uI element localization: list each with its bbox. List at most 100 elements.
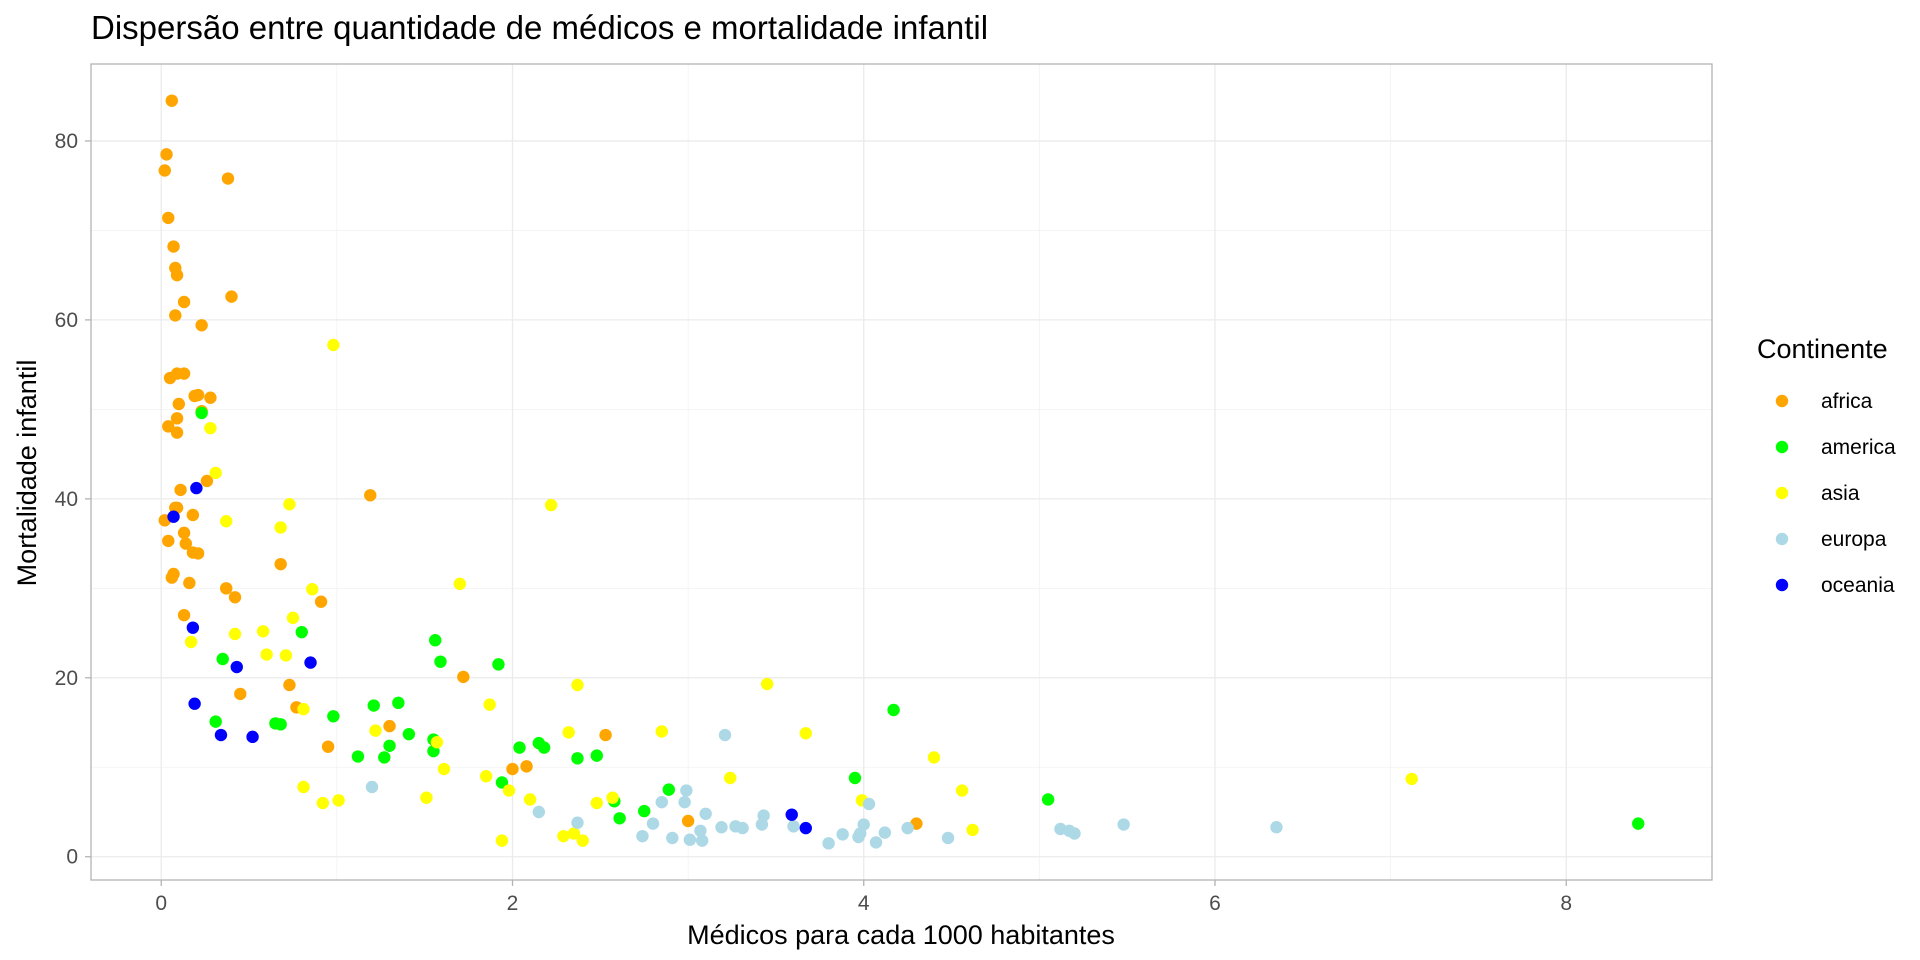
y-axis-title: Mortalidade infantil bbox=[12, 360, 42, 587]
point-africa bbox=[274, 557, 287, 571]
x-tick-label: 4 bbox=[858, 892, 870, 915]
point-africa bbox=[174, 483, 187, 497]
data-points bbox=[158, 94, 1645, 850]
point-asia bbox=[590, 796, 603, 810]
point-africa bbox=[170, 412, 184, 425]
point-africa bbox=[165, 571, 178, 584]
point-oceania bbox=[785, 808, 798, 821]
point-europa bbox=[678, 795, 691, 809]
legend-item-oceania: oceania bbox=[1775, 574, 1895, 597]
point-africa bbox=[506, 762, 519, 776]
legend: Continente africa america asia europa oceani… bbox=[1757, 334, 1896, 597]
point-europa bbox=[941, 831, 955, 845]
point-europa bbox=[718, 728, 732, 742]
point-africa bbox=[167, 240, 180, 253]
point-asia bbox=[955, 784, 969, 797]
point-europa bbox=[646, 817, 660, 830]
point-asia bbox=[760, 677, 774, 691]
series-america bbox=[195, 406, 1645, 830]
point-asia bbox=[453, 577, 467, 591]
point-america bbox=[638, 804, 651, 818]
point-europa bbox=[694, 824, 707, 837]
legend-item-africa: africa bbox=[1775, 390, 1873, 413]
point-europa bbox=[736, 821, 749, 835]
point-america bbox=[195, 406, 208, 420]
point-africa bbox=[364, 489, 377, 502]
point-asia bbox=[260, 648, 273, 661]
point-africa bbox=[158, 164, 171, 177]
point-europa bbox=[862, 797, 876, 811]
point-asia bbox=[283, 498, 296, 511]
point-africa bbox=[169, 309, 182, 322]
point-africa bbox=[162, 534, 175, 548]
point-africa bbox=[321, 740, 335, 753]
point-america bbox=[274, 718, 287, 731]
point-asia bbox=[327, 338, 340, 352]
point-europa bbox=[1270, 821, 1283, 834]
point-asia bbox=[297, 780, 310, 794]
point-europa bbox=[901, 821, 914, 835]
point-asia bbox=[220, 515, 233, 528]
point-asia bbox=[286, 611, 300, 625]
point-asia bbox=[799, 727, 812, 740]
point-asia bbox=[544, 498, 558, 512]
point-europa bbox=[857, 818, 870, 831]
point-africa bbox=[457, 670, 470, 684]
point-oceania bbox=[186, 621, 200, 634]
point-asia bbox=[606, 791, 619, 804]
point-oceania bbox=[190, 481, 203, 495]
point-america bbox=[367, 699, 380, 712]
point-europa bbox=[787, 820, 800, 833]
legend-label-america: america bbox=[1821, 436, 1896, 459]
point-africa bbox=[177, 367, 191, 380]
point-asia bbox=[369, 724, 382, 737]
point-america bbox=[537, 741, 551, 754]
point-europa bbox=[836, 828, 849, 841]
grid-lines bbox=[91, 64, 1712, 880]
chart-title: Dispersão entre quantidade de médicos e … bbox=[91, 9, 988, 46]
point-africa bbox=[195, 319, 208, 332]
point-america bbox=[392, 696, 405, 710]
point-africa bbox=[165, 94, 178, 107]
point-africa bbox=[221, 172, 235, 185]
point-asia bbox=[724, 771, 737, 785]
point-africa bbox=[191, 547, 205, 560]
x-tick-label: 8 bbox=[1560, 892, 1572, 915]
point-africa bbox=[170, 268, 184, 282]
point-africa bbox=[162, 420, 175, 433]
point-africa bbox=[228, 591, 242, 604]
point-asia bbox=[430, 736, 444, 749]
point-europa bbox=[365, 780, 379, 794]
point-europa bbox=[1117, 818, 1130, 831]
legend-key-oceania bbox=[1775, 578, 1789, 592]
point-asia bbox=[483, 698, 496, 711]
legend-label-oceania: oceania bbox=[1821, 574, 1895, 597]
series-europa bbox=[365, 728, 1283, 850]
point-asia bbox=[495, 834, 509, 847]
point-asia bbox=[1405, 772, 1418, 786]
point-america bbox=[495, 776, 509, 789]
point-europa bbox=[636, 829, 649, 843]
point-america bbox=[590, 749, 603, 762]
point-america bbox=[383, 739, 396, 752]
point-africa bbox=[283, 678, 296, 692]
point-asia bbox=[228, 627, 242, 641]
legend-item-europa: europa bbox=[1775, 528, 1887, 551]
point-asia bbox=[316, 796, 330, 810]
point-america bbox=[378, 751, 391, 764]
point-europa bbox=[695, 834, 709, 847]
point-asia bbox=[274, 521, 287, 534]
y-tick-label: 0 bbox=[66, 846, 78, 869]
series-oceania bbox=[167, 481, 812, 835]
point-africa bbox=[225, 290, 238, 303]
point-asia bbox=[420, 791, 433, 804]
point-europa bbox=[715, 821, 728, 834]
y-tick-label: 40 bbox=[55, 488, 78, 511]
point-europa bbox=[666, 831, 679, 845]
point-america bbox=[848, 771, 862, 785]
legend-key-europa bbox=[1775, 532, 1789, 546]
point-america bbox=[513, 741, 526, 754]
point-asia bbox=[184, 635, 198, 649]
